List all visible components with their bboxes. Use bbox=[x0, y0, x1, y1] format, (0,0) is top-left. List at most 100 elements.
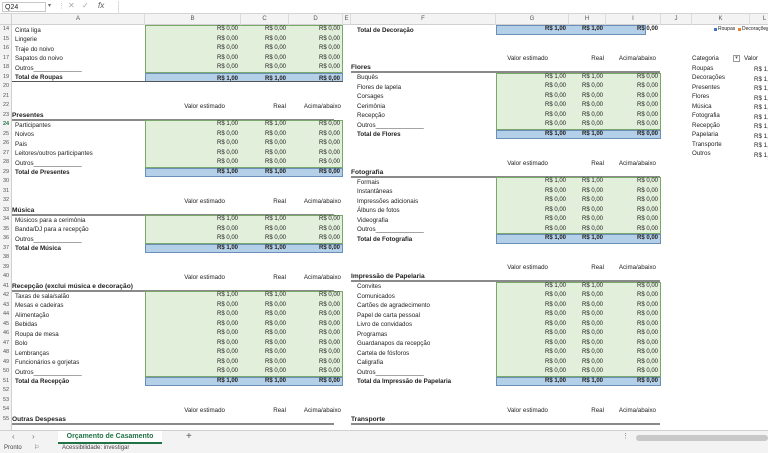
impressao-value-cell[interactable]: R$ 0,00 bbox=[581, 320, 603, 327]
row-header[interactable]: 51 bbox=[2, 377, 10, 384]
recepcao-value-cell[interactable]: R$ 1,00 bbox=[264, 292, 286, 298]
recepcao-value-cell[interactable]: R$ 0,00 bbox=[318, 339, 340, 346]
row-header[interactable]: 24 bbox=[2, 121, 10, 127]
horizontal-scrollbar[interactable] bbox=[636, 435, 768, 441]
name-box-dropdown-icon[interactable]: ▾ bbox=[48, 3, 52, 9]
musica-value-cell[interactable]: R$ 0,00 bbox=[216, 225, 238, 232]
impressao-total-cell[interactable]: R$ 0,00 bbox=[636, 377, 658, 384]
row-header[interactable]: 21 bbox=[2, 92, 10, 99]
flores-total-cell[interactable]: R$ 1,00 bbox=[581, 130, 603, 137]
recepcao-value-cell[interactable]: R$ 0,00 bbox=[264, 311, 286, 317]
row-header[interactable]: 15 bbox=[2, 35, 10, 42]
row-header[interactable]: 53 bbox=[2, 396, 10, 403]
row-header[interactable]: 32 bbox=[2, 197, 10, 203]
row-header[interactable]: 28 bbox=[2, 159, 10, 165]
roupas-total-cell[interactable]: R$ 0,00 bbox=[318, 75, 340, 82]
row-header[interactable]: 49 bbox=[2, 358, 10, 365]
row-header[interactable]: 48 bbox=[2, 349, 10, 355]
recepcao-value-cell[interactable]: R$ 0,00 bbox=[216, 368, 238, 374]
column-header-g[interactable]: G bbox=[496, 14, 569, 25]
fotografia-total-cell[interactable]: R$ 1,00 bbox=[581, 235, 603, 241]
fotografia-value-cell[interactable]: R$ 0,00 bbox=[544, 225, 566, 232]
sheet-tab-orcamento[interactable]: Orçamento de Casamento bbox=[58, 431, 162, 444]
row-header[interactable]: 38 bbox=[2, 254, 10, 260]
presentes-value-cell[interactable]: R$ 0,00 bbox=[216, 159, 238, 165]
row-header[interactable]: 50 bbox=[2, 368, 10, 374]
recepcao-value-cell[interactable]: R$ 0,00 bbox=[318, 320, 340, 327]
flores-value-cell[interactable]: R$ 1,00 bbox=[544, 73, 566, 80]
recepcao-value-cell[interactable]: R$ 0,00 bbox=[318, 292, 340, 298]
musica-value-cell[interactable]: R$ 0,00 bbox=[318, 235, 340, 241]
row-header[interactable]: 20 bbox=[2, 83, 10, 89]
impressao-value-cell[interactable]: R$ 0,00 bbox=[581, 349, 603, 355]
flores-value-cell[interactable]: R$ 0,00 bbox=[636, 111, 658, 118]
musica-value-cell[interactable]: R$ 0,00 bbox=[318, 225, 340, 232]
impressao-value-cell[interactable]: R$ 0,00 bbox=[544, 368, 566, 374]
presentes-total-cell[interactable]: R$ 1,00 bbox=[264, 168, 286, 175]
presentes-value-cell[interactable]: R$ 0,00 bbox=[318, 130, 340, 137]
recepcao-value-cell[interactable]: R$ 0,00 bbox=[216, 358, 238, 365]
musica-total-cell[interactable]: R$ 1,00 bbox=[264, 244, 286, 251]
flores-value-cell[interactable]: R$ 0,00 bbox=[544, 102, 566, 108]
row-header[interactable]: 25 bbox=[2, 130, 10, 137]
column-header-h[interactable]: H bbox=[569, 14, 606, 25]
flores-total-cell[interactable]: R$ 1,00 bbox=[544, 130, 566, 137]
presentes-value-cell[interactable]: R$ 0,00 bbox=[216, 140, 238, 146]
row-header[interactable]: 41 bbox=[2, 282, 10, 289]
decoracao-total-cell[interactable]: R$ 1,00 bbox=[581, 26, 603, 32]
row-header[interactable]: 39 bbox=[2, 263, 10, 270]
presentes-value-cell[interactable]: R$ 0,00 bbox=[264, 159, 286, 165]
column-header-f[interactable]: F bbox=[351, 14, 496, 25]
fotografia-value-cell[interactable]: R$ 0,00 bbox=[581, 206, 603, 213]
row-header[interactable]: 46 bbox=[2, 330, 10, 336]
impressao-value-cell[interactable]: R$ 0,00 bbox=[636, 320, 658, 327]
row-header[interactable]: 19 bbox=[2, 73, 10, 80]
fotografia-value-cell[interactable]: R$ 0,00 bbox=[544, 206, 566, 213]
flores-value-cell[interactable]: R$ 0,00 bbox=[544, 92, 566, 99]
impressao-total-cell[interactable]: R$ 1,00 bbox=[581, 377, 603, 384]
impressao-value-cell[interactable]: R$ 0,00 bbox=[581, 358, 603, 365]
presentes-value-cell[interactable]: R$ 0,00 bbox=[318, 140, 340, 146]
column-header-l[interactable]: L bbox=[750, 14, 768, 25]
column-header-j[interactable]: J bbox=[661, 14, 692, 25]
impressao-value-cell[interactable]: R$ 0,00 bbox=[544, 320, 566, 327]
impressao-value-cell[interactable]: R$ 0,00 bbox=[636, 358, 658, 365]
musica-value-cell[interactable]: R$ 1,00 bbox=[264, 216, 286, 222]
impressao-value-cell[interactable]: R$ 0,00 bbox=[636, 349, 658, 355]
decoracao-total-cell[interactable]: R$ 1,00 bbox=[544, 26, 566, 32]
recepcao-value-cell[interactable]: R$ 0,00 bbox=[318, 358, 340, 365]
recepcao-value-cell[interactable]: R$ 0,00 bbox=[318, 349, 340, 355]
flores-value-cell[interactable]: R$ 0,00 bbox=[581, 111, 603, 118]
musica-value-cell[interactable]: R$ 0,00 bbox=[264, 235, 286, 241]
recepcao-value-cell[interactable]: R$ 0,00 bbox=[216, 330, 238, 336]
row-header[interactable]: 16 bbox=[2, 45, 10, 51]
roupas-value-cell[interactable]: R$ 0,00 bbox=[318, 64, 340, 70]
recepcao-value-cell[interactable]: R$ 0,00 bbox=[264, 368, 286, 374]
recepcao-value-cell[interactable]: R$ 0,00 bbox=[216, 349, 238, 355]
flores-value-cell[interactable]: R$ 0,00 bbox=[544, 83, 566, 89]
impressao-value-cell[interactable]: R$ 0,00 bbox=[636, 311, 658, 317]
tab-split-handle-icon[interactable]: ⋮ bbox=[622, 433, 629, 440]
flores-value-cell[interactable]: R$ 0,00 bbox=[636, 102, 658, 108]
flores-value-cell[interactable]: R$ 0,00 bbox=[581, 121, 603, 127]
worksheet-grid[interactable]: Cinta liga Lingerie Traje do noivo Sapatos … bbox=[12, 25, 768, 430]
row-header[interactable]: 43 bbox=[2, 301, 10, 308]
cancel-icon[interactable]: ✕ bbox=[68, 1, 75, 10]
presentes-value-cell[interactable]: R$ 0,00 bbox=[264, 130, 286, 137]
impressao-value-cell[interactable]: R$ 1,00 bbox=[581, 282, 603, 289]
musica-total-cell[interactable]: R$ 0,00 bbox=[318, 244, 340, 251]
row-header[interactable]: 40 bbox=[2, 273, 10, 279]
row-header[interactable]: 42 bbox=[2, 292, 10, 298]
musica-value-cell[interactable]: R$ 0,00 bbox=[264, 225, 286, 232]
flores-value-cell[interactable]: R$ 0,00 bbox=[636, 83, 658, 89]
recepcao-value-cell[interactable]: R$ 0,00 bbox=[318, 301, 340, 308]
roupas-value-cell[interactable]: R$ 0,00 bbox=[216, 64, 238, 70]
row-header[interactable]: 45 bbox=[2, 320, 10, 327]
roupas-value-cell[interactable]: R$ 0,00 bbox=[264, 45, 286, 51]
impressao-value-cell[interactable]: R$ 0,00 bbox=[581, 368, 603, 374]
flores-value-cell[interactable]: R$ 1,00 bbox=[581, 73, 603, 80]
musica-value-cell[interactable]: R$ 0,00 bbox=[318, 216, 340, 222]
impressao-value-cell[interactable]: R$ 0,00 bbox=[544, 311, 566, 317]
recepcao-value-cell[interactable]: R$ 0,00 bbox=[216, 339, 238, 346]
impressao-value-cell[interactable]: R$ 0,00 bbox=[581, 339, 603, 346]
